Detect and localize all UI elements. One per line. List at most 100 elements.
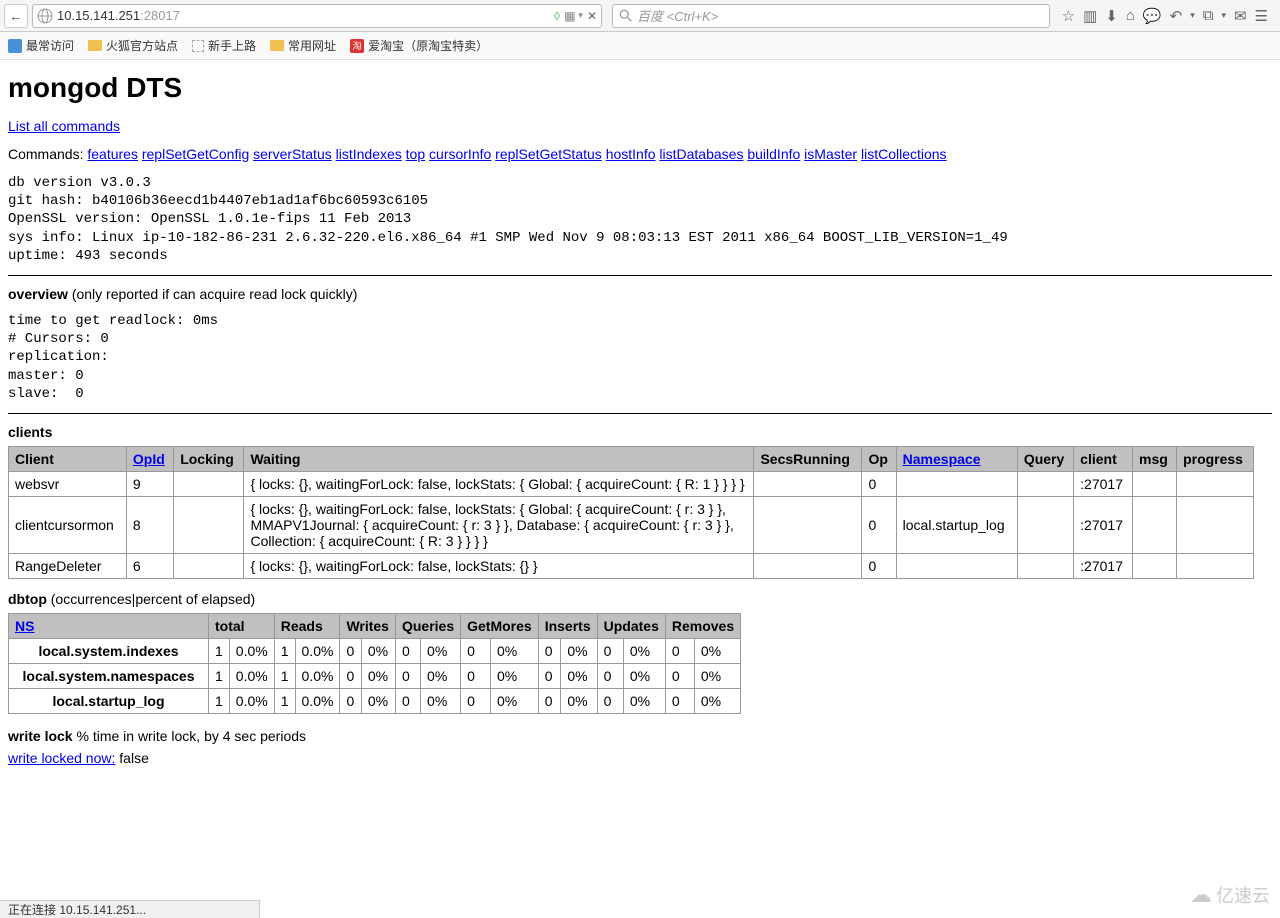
command-link-isMaster[interactable]: isMaster (804, 146, 857, 162)
table-cell: 0.0% (295, 688, 340, 713)
table-cell: 0 (461, 663, 491, 688)
table-cell: local.startup_log (896, 496, 1017, 553)
command-link-top[interactable]: top (406, 146, 425, 162)
table-cell: 0 (597, 663, 623, 688)
command-link-hostInfo[interactable]: hostInfo (606, 146, 656, 162)
dbtop-table: NStotalReadsWritesQueriesGetMoresInserts… (8, 613, 741, 714)
table-cell: 0 (461, 638, 491, 663)
undo-dropdown-icon[interactable]: ▾ (1190, 10, 1195, 21)
folder-icon (88, 40, 102, 51)
bookmark-taobao[interactable]: 淘爱淘宝（原淘宝特卖） (350, 37, 488, 54)
dropdown-icon[interactable]: ▾ (578, 10, 583, 21)
dbtop-th-total: total (209, 613, 275, 638)
dbtop-ns-cell: local.system.indexes (9, 638, 209, 663)
table-cell: 0 (538, 663, 561, 688)
table-cell: 1 (274, 688, 295, 713)
table-cell: 0% (623, 638, 665, 663)
clients-th-OpId: OpId (126, 446, 173, 471)
table-cell: 0 (597, 638, 623, 663)
table-cell: 0 (665, 663, 694, 688)
menu-icon[interactable]: ☰ (1255, 7, 1268, 25)
table-cell: 6 (126, 553, 173, 578)
search-bar[interactable]: 百度 <Ctrl+K> (612, 4, 1050, 28)
url-text: 10.15.141.251:28017 (57, 8, 554, 23)
table-cell: 0% (623, 688, 665, 713)
table-cell: 0.0% (295, 663, 340, 688)
table-cell: clientcursormon (9, 496, 127, 553)
table-cell: 0 (461, 688, 491, 713)
reader-icon[interactable]: ▦ (564, 9, 574, 23)
table-row: clientcursormon8{ locks: {}, waitingForL… (9, 496, 1254, 553)
undo-icon[interactable]: ↶ (1170, 7, 1183, 25)
command-link-listIndexes[interactable]: listIndexes (336, 146, 402, 162)
clients-th-Locking: Locking (174, 446, 244, 471)
dbtop-th-NS: NS (9, 613, 209, 638)
crop-icon[interactable]: ⧉ (1203, 7, 1214, 24)
commands-label: Commands: (8, 146, 87, 162)
table-cell: 0% (421, 663, 461, 688)
table-cell: 0% (490, 638, 538, 663)
table-cell (896, 471, 1017, 496)
table-cell: 0 (340, 663, 361, 688)
table-cell: 0 (597, 688, 623, 713)
table-cell: :27017 (1074, 553, 1133, 578)
bookmark-firefox[interactable]: 火狐官方站点 (88, 37, 178, 54)
hr-2 (8, 413, 1272, 414)
command-link-replSetGetConfig[interactable]: replSetGetConfig (142, 146, 249, 162)
command-link-listDatabases[interactable]: listDatabases (659, 146, 743, 162)
dbtop-th-Updates: Updates (597, 613, 665, 638)
bookmark-common[interactable]: 常用网址 (270, 37, 336, 54)
table-cell (174, 553, 244, 578)
table-row: RangeDeleter6{ locks: {}, waitingForLock… (9, 553, 1254, 578)
table-cell (1133, 496, 1177, 553)
dbtop-th-GetMores: GetMores (461, 613, 539, 638)
dbtop-ns-cell: local.startup_log (9, 688, 209, 713)
shield-icon[interactable]: ◊ (554, 9, 560, 23)
clients-th-link-OpId[interactable]: OpId (133, 451, 165, 467)
dbtop-th-Inserts: Inserts (538, 613, 597, 638)
table-cell: 0% (694, 688, 740, 713)
close-url-icon[interactable]: ✕ (587, 9, 597, 23)
table-row: local.system.namespaces10.0%10.0%00%00%0… (9, 663, 741, 688)
table-cell (896, 553, 1017, 578)
command-link-features[interactable]: features (87, 146, 138, 162)
table-cell (1017, 553, 1073, 578)
table-cell: 0% (361, 688, 395, 713)
command-link-cursorInfo[interactable]: cursorInfo (429, 146, 491, 162)
page-content: mongod DTS List all commands Commands: f… (0, 60, 1280, 774)
table-cell: 0% (561, 663, 597, 688)
browser-toolbar: ← 10.15.141.251:28017 ◊ ▦ ▾ ✕ 百度 <Ctrl+K… (0, 0, 1280, 32)
message-icon[interactable]: ✉ (1234, 7, 1247, 25)
command-link-buildInfo[interactable]: buildInfo (747, 146, 800, 162)
home-icon[interactable]: ⌂ (1126, 7, 1135, 24)
list-all-commands-link[interactable]: List all commands (8, 118, 120, 134)
library-icon[interactable]: ▥ (1083, 7, 1097, 25)
clients-table: ClientOpIdLockingWaitingSecsRunningOpNam… (8, 446, 1254, 579)
command-link-listCollections[interactable]: listCollections (861, 146, 947, 162)
command-link-serverStatus[interactable]: serverStatus (253, 146, 332, 162)
search-placeholder: 百度 <Ctrl+K> (637, 6, 718, 25)
bookmark-newbie[interactable]: 新手上路 (192, 37, 256, 54)
chat-icon[interactable]: 💬 (1143, 7, 1162, 25)
url-bar[interactable]: 10.15.141.251:28017 ◊ ▦ ▾ ✕ (32, 4, 602, 28)
table-cell (754, 496, 862, 553)
version-block: db version v3.0.3 git hash: b40106b36eec… (8, 174, 1272, 265)
star-icon[interactable]: ☆ (1062, 7, 1075, 25)
bookmark-most-visited[interactable]: 最常访问 (8, 37, 74, 54)
download-icon[interactable]: ⬇ (1105, 7, 1118, 25)
clients-th-link-Namespace[interactable]: Namespace (903, 451, 981, 467)
writelock-link[interactable]: write locked now: (8, 750, 115, 766)
table-cell: 0% (421, 638, 461, 663)
table-cell: 1 (209, 663, 230, 688)
back-button[interactable]: ← (4, 4, 28, 28)
table-cell: 0 (862, 496, 896, 553)
table-cell: 0.0% (295, 638, 340, 663)
command-link-replSetGetStatus[interactable]: replSetGetStatus (495, 146, 602, 162)
crop-dropdown-icon[interactable]: ▾ (1221, 10, 1226, 21)
table-cell: 0% (361, 663, 395, 688)
table-cell: 0 (395, 688, 420, 713)
table-cell (1133, 471, 1177, 496)
table-cell: { locks: {}, waitingForLock: false, lock… (244, 496, 754, 553)
dbtop-ns-link[interactable]: NS (15, 618, 34, 634)
table-cell: 0% (421, 688, 461, 713)
